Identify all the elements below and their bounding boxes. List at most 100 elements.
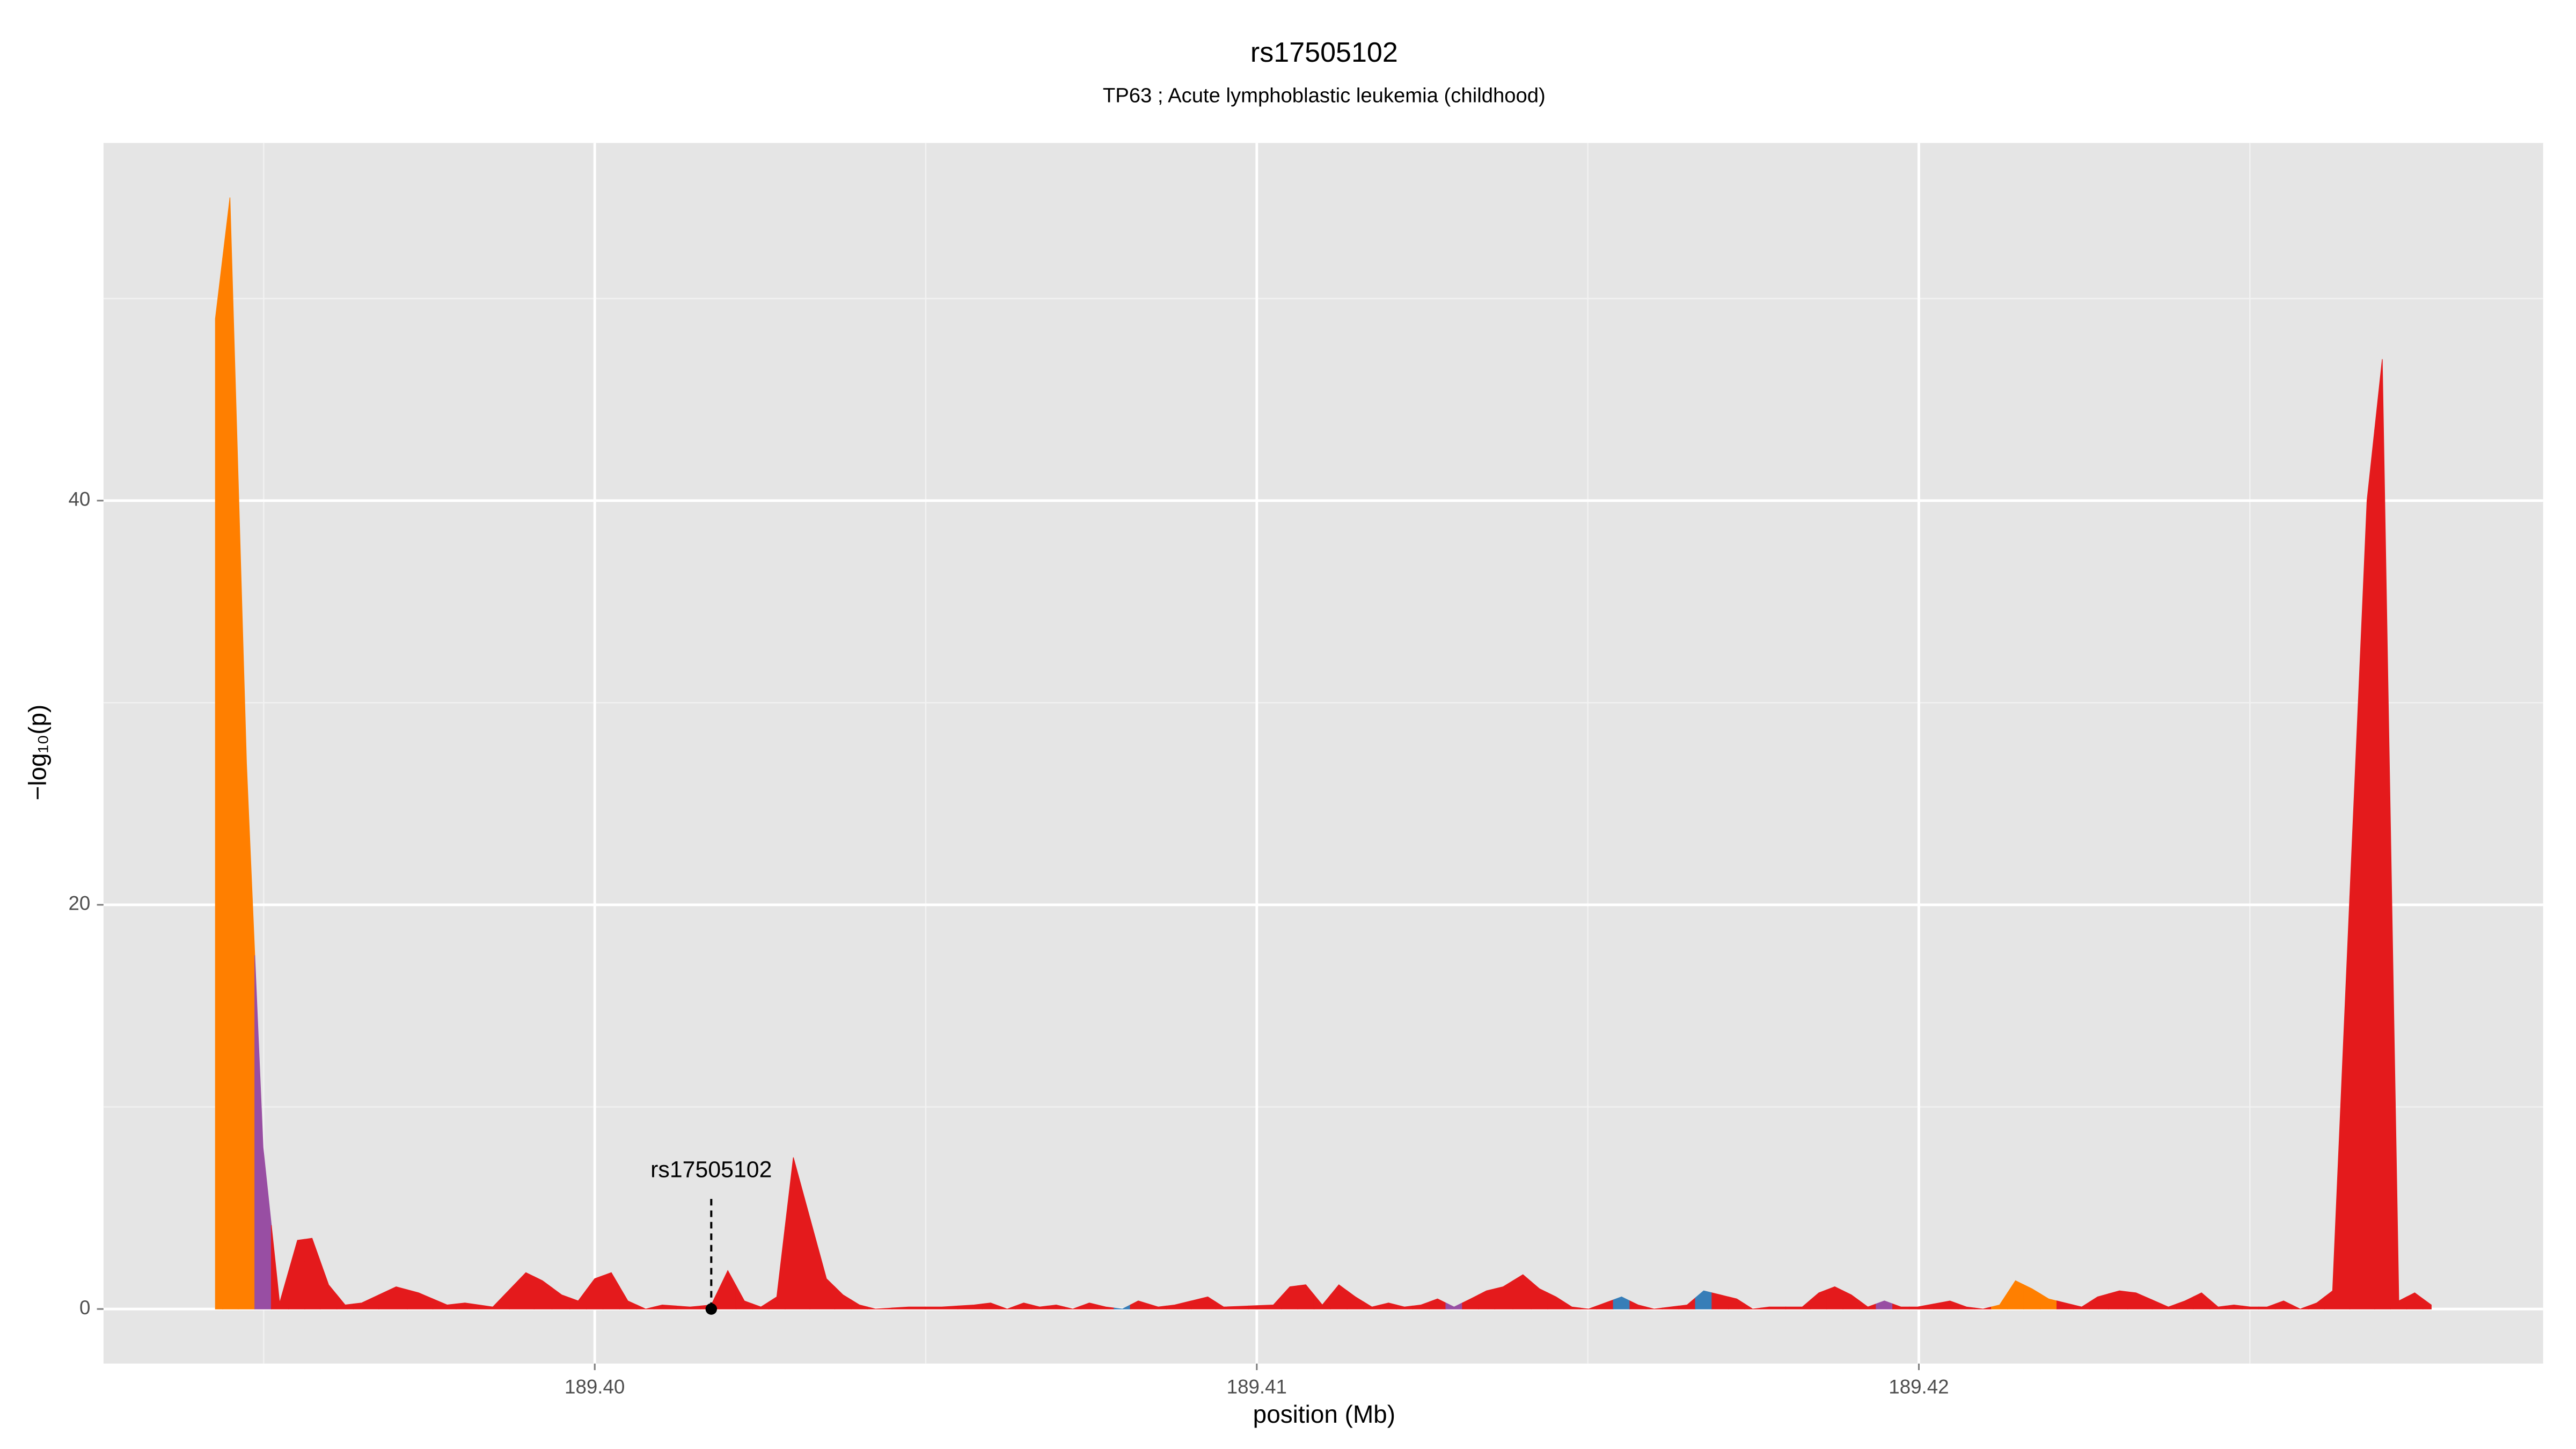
area-segment [2057, 1300, 2074, 1309]
area-segment [1842, 1290, 1860, 1309]
area-segment [1933, 1300, 1959, 1309]
area-segment [2108, 1290, 2128, 1309]
area-segment [1080, 1302, 1098, 1309]
area-segment [1166, 1300, 1192, 1309]
area-segment [2151, 1299, 2177, 1309]
highlight-point [705, 1303, 718, 1315]
area-segment [432, 1298, 457, 1309]
area-segment [1645, 1306, 1663, 1309]
area-segment [735, 1285, 753, 1309]
area-segment [1512, 1274, 1532, 1309]
area-segment [1215, 1301, 1249, 1309]
highlight-label: rs17505102 [650, 1157, 772, 1182]
area-segment [238, 480, 255, 1309]
area-segment [1462, 1294, 1479, 1309]
area-segment [1346, 1290, 1364, 1309]
area-segment [478, 1289, 510, 1309]
area-segment [1478, 1288, 1495, 1309]
area-segment [2007, 1280, 2024, 1309]
area-segment [456, 1302, 479, 1309]
area-segment [654, 1304, 677, 1309]
area-segment [1015, 1302, 1033, 1309]
area-segment [957, 1304, 983, 1309]
area-segment [1330, 1284, 1348, 1309]
area-segment [2176, 1296, 2194, 1309]
area-segment [569, 1289, 587, 1309]
area-segment [2374, 359, 2391, 1309]
area-layer [215, 197, 2432, 1309]
area-segment [1130, 1300, 1149, 1309]
area-segment [752, 1301, 770, 1309]
area-segment [1728, 1296, 1745, 1309]
chart-title: rs17505102 [1250, 37, 1398, 68]
area-segment [851, 1299, 868, 1309]
y-tick-label: 40 [69, 488, 91, 510]
area-segment [2349, 429, 2375, 1309]
area-segment [2242, 1305, 2259, 1309]
area-segment [1097, 1304, 1115, 1309]
area-segment [1531, 1280, 1548, 1309]
area-segment [288, 1239, 305, 1309]
area-segment [2308, 1296, 2325, 1309]
area-segment [407, 1289, 434, 1309]
area-segment [2423, 1298, 2432, 1309]
x-axis-title: position (Mb) [1253, 1400, 1395, 1428]
area-segment [2292, 1304, 2309, 1309]
area-segment [1248, 1295, 1282, 1309]
area-segment [1396, 1304, 1413, 1309]
area-segment [1876, 1300, 1893, 1309]
area-segment [1281, 1285, 1298, 1309]
area-segment [1191, 1296, 1216, 1309]
area-segment [925, 1305, 958, 1309]
area-segment [2226, 1304, 2243, 1309]
area-segment [586, 1275, 604, 1309]
area-segment [2073, 1301, 2090, 1309]
area-segment [2193, 1292, 2211, 1309]
area-segment [1711, 1292, 1729, 1309]
area-segment [1974, 1306, 1992, 1309]
area-segment [1064, 1305, 1081, 1309]
area-segment [1892, 1303, 1910, 1309]
area-segment [1445, 1302, 1463, 1309]
area-segment [2390, 830, 2407, 1309]
area-segment [254, 955, 272, 1309]
area-segment [1313, 1294, 1331, 1309]
area-segment [2040, 1293, 2058, 1309]
area-segment [1031, 1304, 1049, 1309]
area-segment [1810, 1289, 1827, 1309]
y-axis-title: −log₁₀(p) [24, 705, 52, 801]
area-segment [336, 1294, 354, 1309]
area-segment [270, 1225, 289, 1309]
area-segment [1695, 1290, 1713, 1309]
area-segment [353, 1294, 379, 1309]
area-segment [1908, 1303, 1934, 1309]
area-segment [1429, 1298, 1446, 1309]
area-segment [785, 1157, 810, 1309]
area-segment [215, 258, 223, 1309]
annotation-layer: rs17505102 [650, 1157, 772, 1315]
area-segment [378, 1286, 408, 1309]
area-segment [2023, 1284, 2041, 1309]
area-segment [1596, 1299, 1614, 1309]
area-segment [1297, 1284, 1315, 1309]
area-segment [1826, 1286, 1843, 1309]
area-segment [1563, 1301, 1581, 1309]
area-segment [982, 1302, 999, 1309]
area-segment [1048, 1304, 1065, 1309]
area-segment [1380, 1302, 1397, 1309]
area-segment [867, 1306, 892, 1309]
area-segment [509, 1272, 535, 1309]
area-segment [2089, 1293, 2109, 1309]
x-tick-label: 189.40 [565, 1375, 625, 1397]
area-segment [1363, 1301, 1381, 1309]
area-segment [2324, 896, 2351, 1309]
area-segment [769, 1227, 786, 1309]
area-segment [2127, 1291, 2153, 1309]
area-segment [1613, 1296, 1630, 1309]
area-segment [2275, 1300, 2293, 1309]
area-segment [1547, 1292, 1564, 1309]
area-segment [1629, 1300, 1646, 1309]
area-segment [1494, 1280, 1513, 1309]
area-segment [676, 1305, 701, 1309]
